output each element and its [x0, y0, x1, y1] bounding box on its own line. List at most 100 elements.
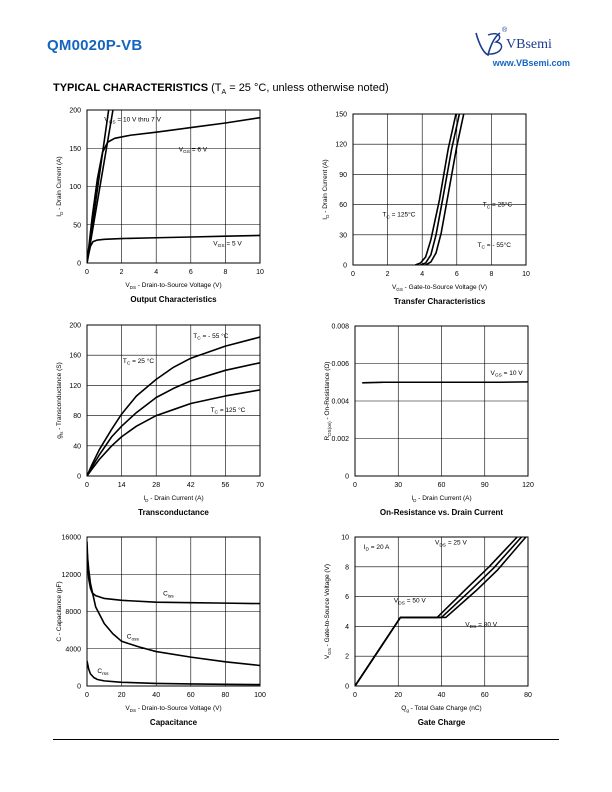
y-tick-label: 6 [345, 594, 349, 601]
series-annotation: VGS = 10 V thru 7 V [104, 116, 161, 125]
chart-capacitance: 0 20 40 60 80 100 0 4000 8000 12000 16000 VDS - Dra… [56, 535, 266, 728]
y-tick-label: 150 [69, 146, 81, 153]
plot-frame [354, 325, 529, 477]
x-tick-label: 90 [481, 482, 489, 489]
series-annotation: VGS = 5 V [213, 240, 242, 249]
vbsemi-logo-icon [475, 32, 503, 57]
chart-on_resistance: 0 30 60 90 120 0 0.002 0.004 0.006 0.008 ID - Drai… [324, 324, 534, 518]
chart-gate_charge: 0 20 40 60 80 0 2 4 6 8 10 Qg - Total Gate Charge (… [324, 535, 532, 728]
series-annotation: VDS = 80 V [465, 621, 497, 630]
series-line-0 [414, 114, 457, 265]
y-tick-label: 0.004 [331, 399, 349, 406]
x-tick-label: 6 [189, 269, 193, 276]
series-line-0 [87, 541, 260, 605]
y-tick-label: 16000 [62, 535, 82, 542]
x-tick-label: 0 [351, 271, 355, 278]
x-tick-label: 8 [223, 269, 227, 276]
y-tick-label: 200 [69, 108, 81, 115]
series-annotation: Crss [97, 668, 109, 677]
registered-mark: ® [502, 27, 508, 34]
y-tick-label: 8000 [65, 609, 81, 616]
x-tick-label: 4 [154, 269, 158, 276]
y-tick-label: 120 [69, 383, 81, 390]
brand-name: VBsemi [506, 37, 552, 52]
chart-title: On-Resistance vs. Drain Current [380, 508, 503, 517]
y-tick-label: 150 [335, 112, 347, 119]
series-line-0 [87, 110, 110, 263]
x-tick-label: 20 [394, 692, 402, 699]
series-annotation: VGS = 10 V [491, 370, 524, 379]
chart-title: Transfer Characteristics [394, 297, 486, 306]
x-tick-label: 2 [386, 271, 390, 278]
y-tick-label: 0.002 [331, 436, 349, 443]
series-annotation: Coss [127, 634, 140, 643]
y-tick-label: 0.008 [331, 324, 349, 331]
y-tick-label: 200 [69, 323, 81, 330]
x-tick-label: 80 [524, 692, 532, 699]
x-tick-label: 30 [394, 482, 402, 489]
x-axis-label: VDS - Drain-to-Source Voltage (V) [125, 282, 221, 290]
series-annotation: TC = 125°C [382, 211, 415, 221]
series-line-0 [362, 381, 528, 384]
y-tick-label: 0 [77, 261, 81, 268]
x-axis-label: ID - Drain Current (A) [143, 495, 203, 503]
series-line-1 [87, 550, 260, 667]
series-line-2 [87, 389, 260, 476]
y-tick-label: 10 [341, 535, 349, 542]
series-line-1 [87, 361, 260, 476]
y-tick-label: 120 [335, 142, 347, 149]
x-axis-label: Qg - Total Gate Charge (nC) [401, 705, 481, 713]
series-line-0 [355, 537, 518, 686]
x-tick-label: 14 [118, 482, 126, 489]
x-tick-label: 0 [353, 482, 357, 489]
series-line-0 [87, 336, 260, 476]
series-line-1 [87, 110, 114, 263]
y-tick-label: 60 [339, 202, 347, 209]
y-tick-label: 0 [345, 684, 349, 691]
plot-frame [86, 536, 261, 687]
y-axis-label: RDS(on) - On-Resistance (Ω) [324, 362, 332, 441]
x-tick-label: 60 [438, 482, 446, 489]
x-tick-label: 80 [222, 692, 230, 699]
y-axis-label: ID - Drain Current (A) [322, 159, 330, 219]
x-tick-label: 60 [481, 692, 489, 699]
brand-logo: ® VBsemi [470, 27, 570, 59]
series-line-3 [87, 234, 260, 263]
x-tick-label: 10 [256, 269, 264, 276]
y-axis-label: C - Capacitance (pF) [56, 581, 63, 641]
series-annotation: Ciss [163, 591, 174, 600]
x-axis-label: VGS - Gate-to-Source Voltage (V) [392, 284, 487, 292]
x-tick-label: 28 [152, 482, 160, 489]
y-tick-label: 40 [73, 443, 81, 450]
x-tick-label: 56 [222, 482, 230, 489]
x-tick-label: 60 [187, 692, 195, 699]
section-condition: (TA = 25 °C, unless otherwise noted) [211, 82, 389, 97]
y-tick-label: 100 [69, 184, 81, 191]
y-tick-label: 50 [73, 222, 81, 229]
y-tick-label: 8 [345, 564, 349, 571]
chart-title: Output Characteristics [130, 295, 217, 304]
x-tick-label: 40 [152, 692, 160, 699]
x-axis-label: ID - Drain Current (A) [411, 495, 471, 503]
x-tick-label: 6 [455, 271, 459, 278]
series-annotation: VDS = 25 V [435, 539, 467, 548]
x-tick-label: 8 [489, 271, 493, 278]
chart-transconductance: 0 14 28 42 56 70 0 40 80 120 160 200 ID - Drain Curr… [56, 323, 264, 518]
x-tick-label: 4 [420, 271, 424, 278]
y-tick-label: 80 [73, 413, 81, 420]
series-line-2 [425, 114, 465, 265]
series-annotation: TC = 125 °C [211, 406, 246, 416]
series-annotation: TC = 25°C [483, 201, 513, 211]
y-tick-label: 30 [339, 232, 347, 239]
brand-url[interactable]: www.VBsemi.com [492, 58, 570, 68]
x-tick-label: 120 [522, 482, 534, 489]
x-tick-label: 0 [85, 482, 89, 489]
series-line-2 [87, 660, 260, 686]
plot-frame [86, 324, 261, 477]
y-axis-label: ID - Drain Current (A) [56, 156, 64, 216]
chart-title: Transconductance [138, 508, 209, 517]
x-tick-label: 70 [256, 482, 264, 489]
x-axis-label: VDS - Drain-to-Source Voltage (V) [125, 705, 221, 713]
x-tick-label: 2 [120, 269, 124, 276]
series-annotation: TC = - 55 °C [193, 332, 228, 342]
